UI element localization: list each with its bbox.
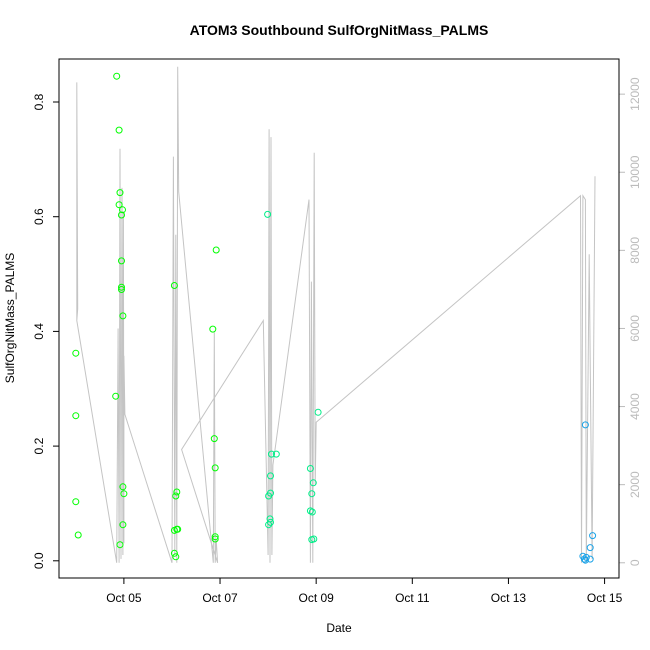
data-point: [116, 189, 124, 197]
points-layer: [72, 72, 597, 564]
data-point: [118, 283, 125, 291]
data-point: [115, 126, 123, 134]
y-axis-label: SulfOrgNitMass_PALMS: [3, 253, 17, 383]
chart-title: ATOM3 Southbound SulfOrgNitMass_PALMS: [190, 22, 489, 38]
data-point: [72, 349, 80, 357]
y2-tick-label: 2000: [628, 471, 642, 498]
data-point: [308, 508, 316, 516]
data-point: [272, 450, 280, 458]
data-point: [118, 286, 125, 293]
data-point: [173, 488, 181, 496]
data-point: [212, 246, 220, 254]
x-axis-label: Date: [326, 621, 352, 635]
data-point: [210, 435, 218, 443]
y-tick-label: 0.4: [32, 323, 46, 340]
data-point: [314, 408, 322, 416]
y-tick-label: 0.2: [32, 437, 46, 454]
data-point: [264, 210, 272, 218]
data-point: [267, 472, 274, 480]
data-point: [581, 556, 589, 564]
data-point: [211, 464, 219, 472]
y2-tick-label: 8000: [628, 237, 642, 264]
altitude-line-layer: [76, 66, 596, 563]
y-tick-label: 0.6: [32, 208, 46, 225]
data-point: [174, 525, 182, 533]
x-tick-label: Oct 15: [587, 591, 623, 605]
x-tick-label: Oct 07: [202, 591, 238, 605]
x-axis: Oct 05 Oct 07 Oct 09 Oct 11 Oct 13 Oct 15: [106, 577, 623, 605]
data-point: [119, 483, 127, 491]
data-point: [113, 72, 121, 80]
data-point: [170, 549, 178, 557]
y-tick-label: 0.0: [32, 552, 46, 569]
data-point: [72, 412, 80, 420]
data-point: [267, 518, 274, 526]
x-tick-label: Oct 13: [491, 591, 527, 605]
data-point: [268, 450, 275, 458]
data-point: [310, 535, 318, 543]
x-tick-label: Oct 05: [106, 591, 142, 605]
data-point: [211, 533, 219, 541]
y-axis: 0.0 0.2 0.4 0.6 0.8: [32, 93, 60, 569]
data-point: [74, 531, 82, 539]
y2-tick-label: 12000: [628, 77, 642, 111]
plot-frame: [58, 58, 620, 579]
data-point: [119, 312, 127, 320]
data-point: [112, 392, 120, 400]
data-point: [586, 544, 594, 552]
data-point: [119, 521, 127, 529]
altitude-line: [76, 66, 596, 563]
x-tick-label: Oct 09: [298, 591, 334, 605]
data-point: [170, 282, 178, 289]
y2-axis: 0 2000 4000 6000 8000 10000 12000: [618, 77, 642, 566]
data-point: [72, 498, 80, 506]
data-point: [172, 492, 180, 500]
data-point: [265, 492, 273, 500]
data-point: [120, 490, 128, 498]
y2-tick-label: 0: [628, 559, 642, 566]
data-point: [211, 535, 219, 543]
data-point: [118, 211, 125, 219]
data-point: [581, 421, 589, 429]
data-point: [115, 201, 123, 209]
data-point: [586, 555, 594, 563]
data-point: [265, 521, 273, 529]
data-point: [308, 490, 316, 498]
data-point: [209, 325, 217, 333]
data-point: [118, 257, 125, 265]
y-tick-label: 0.8: [32, 93, 46, 110]
data-point: [116, 541, 124, 549]
x-tick-label: Oct 11: [395, 591, 430, 605]
y2-tick-label: 4000: [628, 393, 642, 420]
data-point: [172, 553, 180, 561]
y2-tick-label: 10000: [628, 155, 642, 189]
data-point: [119, 206, 126, 214]
data-point: [309, 479, 317, 487]
data-point: [589, 532, 597, 540]
data-point: [306, 465, 314, 472]
y2-tick-label: 6000: [628, 315, 642, 342]
data-point: [582, 553, 590, 561]
